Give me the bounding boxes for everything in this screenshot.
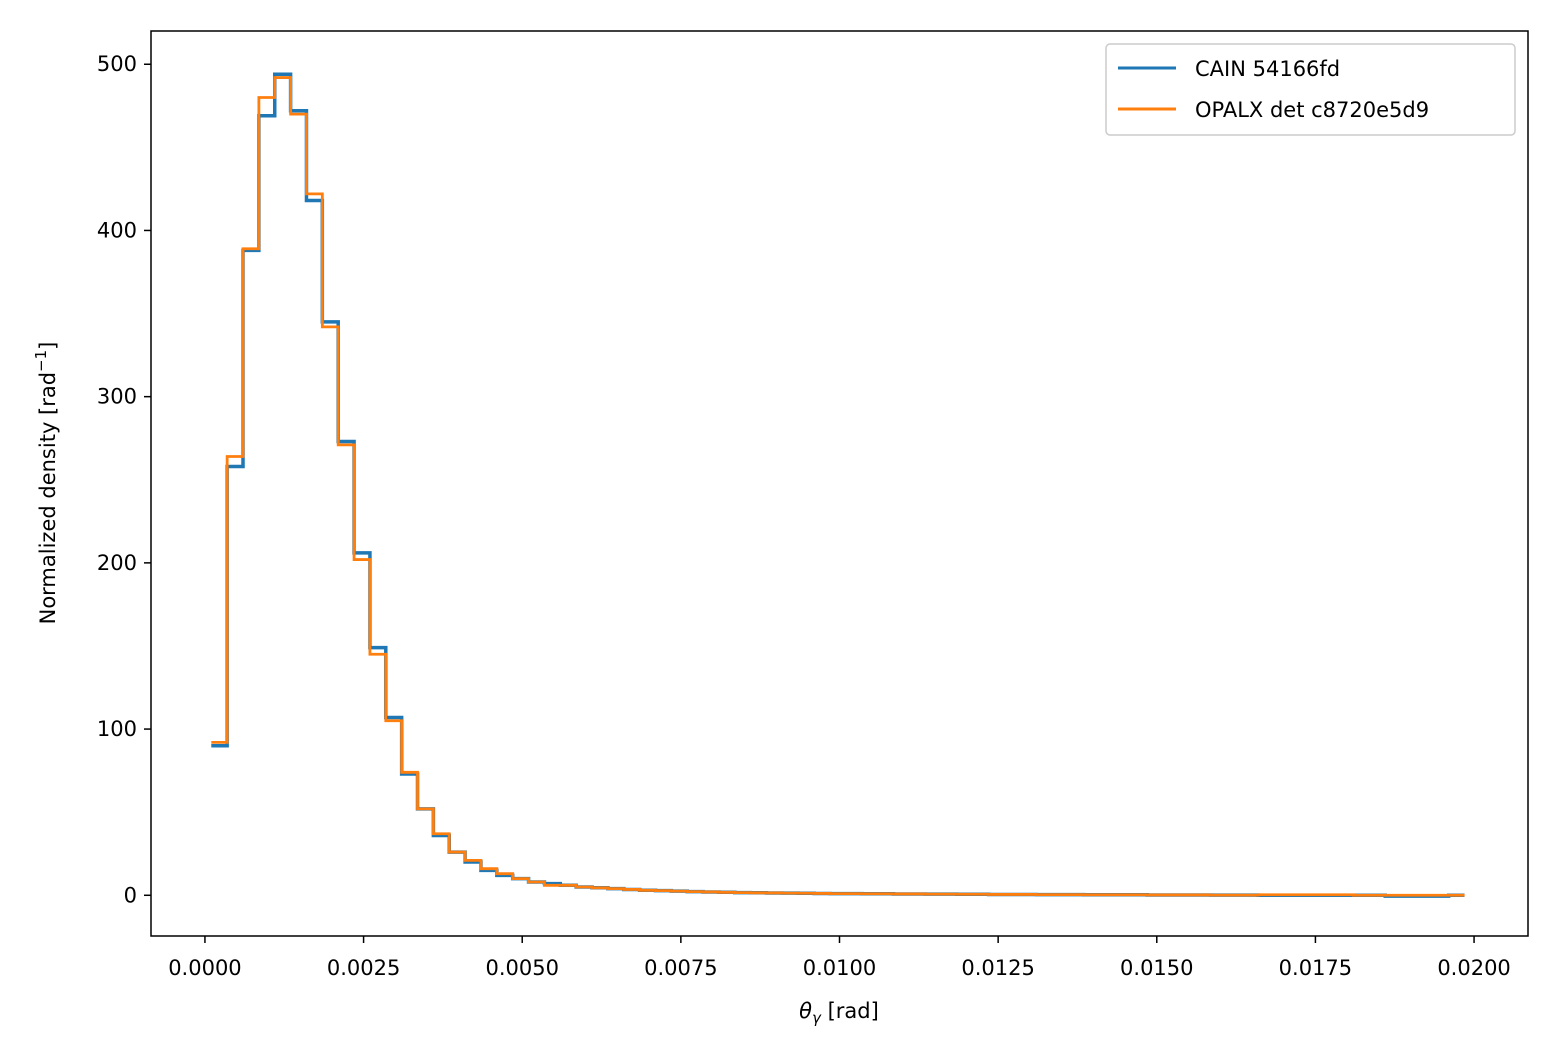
x-tick-label: 0.0025 bbox=[327, 956, 400, 980]
series-line-opalx bbox=[211, 76, 1465, 897]
x-tick-label: 0.0200 bbox=[1437, 956, 1510, 980]
x-axis-title-symbol: θ bbox=[799, 999, 812, 1023]
y-axis: 0 100 200 300 400 500 bbox=[97, 52, 151, 907]
y-axis-title-close: ] bbox=[36, 342, 60, 350]
y-axis-title: Normalized density [rad−1] bbox=[32, 342, 60, 625]
x-tick-label: 0.0175 bbox=[1279, 956, 1352, 980]
x-tick-label: 0.0000 bbox=[168, 956, 241, 980]
y-tick-label: 400 bbox=[97, 218, 137, 242]
x-axis: 0.0000 0.0025 0.0050 0.0075 0.0100 0.0125 0.01… bbox=[168, 936, 1511, 980]
x-tick-label: 0.0150 bbox=[1120, 956, 1193, 980]
x-axis-title-unit: [rad] bbox=[821, 999, 879, 1023]
legend: CAIN 54166fd OPALX det c8720e5d9 bbox=[1105, 43, 1516, 136]
x-tick-label: 0.0100 bbox=[803, 956, 876, 980]
y-tick-label: 300 bbox=[97, 385, 137, 409]
legend-box bbox=[1105, 43, 1516, 136]
legend-label-opalx: OPALX det c8720e5d9 bbox=[1195, 98, 1429, 122]
x-tick-label: 0.0125 bbox=[961, 956, 1034, 980]
y-tick-label: 0 bbox=[124, 883, 137, 907]
x-axis-title: θγ [rad] bbox=[799, 999, 879, 1027]
y-tick-label: 500 bbox=[97, 52, 137, 76]
y-tick-label: 200 bbox=[97, 551, 137, 575]
series-layer bbox=[211, 72, 1465, 898]
plot-area-background bbox=[151, 31, 1528, 936]
y-axis-title-superscript: −1 bbox=[32, 350, 50, 372]
x-axis-title-subscript: γ bbox=[812, 1009, 822, 1027]
y-tick-label: 100 bbox=[97, 717, 137, 741]
y-axis-title-main: Normalized density [rad bbox=[36, 372, 60, 624]
x-tick-label: 0.0075 bbox=[644, 956, 717, 980]
x-tick-label: 0.0050 bbox=[485, 956, 558, 980]
legend-label-cain: CAIN 54166fd bbox=[1195, 57, 1340, 81]
